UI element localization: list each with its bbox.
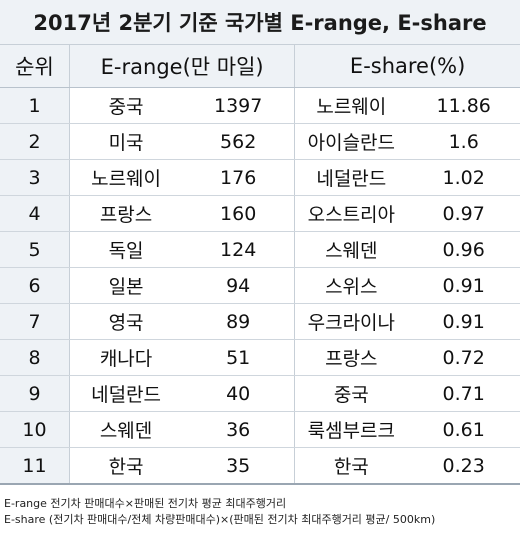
erange-country-cell: 노르웨이 — [69, 159, 183, 196]
header-rank: 순위 — [0, 45, 70, 88]
eshare-value-cell: 0.61 — [407, 411, 520, 448]
erange-value-cell: 176 — [182, 159, 296, 196]
eshare-country-cell: 네덜란드 — [294, 159, 408, 196]
table-row: 1 중국 1397 노르웨이 11.86 — [0, 87, 520, 124]
eshare-country-cell: 아이슬란드 — [294, 123, 408, 160]
erange-country-cell: 미국 — [69, 123, 183, 160]
eshare-value-cell: 0.71 — [407, 375, 520, 412]
table-row: 10 스웨덴 36 룩셈부르크 0.61 — [0, 411, 520, 448]
erange-country-cell: 영국 — [69, 303, 183, 340]
rank-cell: 9 — [0, 375, 70, 412]
rank-cell: 7 — [0, 303, 70, 340]
eshare-country-cell: 우크라이나 — [294, 303, 408, 340]
eshare-value-cell: 1.02 — [407, 159, 520, 196]
rank-cell: 5 — [0, 231, 70, 268]
erange-country-cell: 네덜란드 — [69, 375, 183, 412]
erange-country-cell: 일본 — [69, 267, 183, 304]
erange-value-cell: 35 — [182, 447, 296, 485]
header-row: 순위 E-range(만 마일) E-share(%) — [0, 45, 520, 88]
erange-value-cell: 160 — [182, 195, 296, 232]
erange-country-cell: 캐나다 — [69, 339, 183, 376]
erange-country-cell: 중국 — [69, 87, 183, 124]
erange-value-cell: 51 — [182, 339, 296, 376]
erange-country-cell: 프랑스 — [69, 195, 183, 232]
rank-cell: 2 — [0, 123, 70, 160]
eshare-country-cell: 노르웨이 — [294, 87, 408, 124]
eshare-value-cell: 11.86 — [407, 87, 520, 124]
table-row: 5 독일 124 스웨덴 0.96 — [0, 231, 520, 268]
eshare-country-cell: 프랑스 — [294, 339, 408, 376]
table-row: 6 일본 94 스위스 0.91 — [0, 267, 520, 304]
footnote-eshare: E-share (전기차 판매대수/전체 차량판매대수)×(판매된 전기차 최대… — [4, 513, 436, 526]
table-row: 7 영국 89 우크라이나 0.91 — [0, 303, 520, 340]
erange-value-cell: 562 — [182, 123, 296, 160]
erange-country-cell: 독일 — [69, 231, 183, 268]
ranking-table: 순위 E-range(만 마일) E-share(%) 1 중국 1397 노르웨이 1… — [0, 45, 520, 485]
eshare-value-cell: 0.23 — [407, 447, 520, 485]
table-body: 1 중국 1397 노르웨이 11.86 2 미국 562 아이슬란드 1.6 3 노르웨이 176 네덜… — [0, 87, 520, 485]
table-row: 3 노르웨이 176 네덜란드 1.02 — [0, 159, 520, 196]
rank-cell: 4 — [0, 195, 70, 232]
erange-value-cell: 1397 — [182, 87, 296, 124]
eshare-value-cell: 0.91 — [407, 267, 520, 304]
table-row: 11 한국 35 한국 0.23 — [0, 447, 520, 485]
rank-cell: 10 — [0, 411, 70, 448]
eshare-country-cell: 중국 — [294, 375, 408, 412]
erange-value-cell: 36 — [182, 411, 296, 448]
rank-cell: 6 — [0, 267, 70, 304]
table-row: 4 프랑스 160 오스트리아 0.97 — [0, 195, 520, 232]
eshare-country-cell: 한국 — [294, 447, 408, 485]
eshare-country-cell: 스위스 — [294, 267, 408, 304]
header-erange: E-range(만 마일) — [69, 45, 296, 88]
erange-value-cell: 124 — [182, 231, 296, 268]
rank-cell: 8 — [0, 339, 70, 376]
table-row: 2 미국 562 아이슬란드 1.6 — [0, 123, 520, 160]
erange-country-cell: 한국 — [69, 447, 183, 485]
table-row: 9 네덜란드 40 중국 0.71 — [0, 375, 520, 412]
erange-value-cell: 94 — [182, 267, 296, 304]
eshare-value-cell: 0.72 — [407, 339, 520, 376]
eshare-country-cell: 룩셈부르크 — [294, 411, 408, 448]
eshare-country-cell: 스웨덴 — [294, 231, 408, 268]
eshare-value-cell: 0.96 — [407, 231, 520, 268]
rank-cell: 3 — [0, 159, 70, 196]
footnote-erange: E-range 전기차 판매대수×판매된 전기차 평균 최대주행거리 — [4, 497, 287, 510]
footnotes: E-range 전기차 판매대수×판매된 전기차 평균 최대주행거리 E-sha… — [4, 496, 435, 528]
erange-country-cell: 스웨덴 — [69, 411, 183, 448]
header-eshare: E-share(%) — [294, 45, 520, 88]
table-title: 2017년 2분기 기준 국가별 E-range, E-share — [0, 0, 520, 45]
eshare-value-cell: 0.97 — [407, 195, 520, 232]
table-row: 8 캐나다 51 프랑스 0.72 — [0, 339, 520, 376]
rank-cell: 1 — [0, 87, 70, 124]
rank-cell: 11 — [0, 447, 70, 485]
eshare-country-cell: 오스트리아 — [294, 195, 408, 232]
eshare-value-cell: 1.6 — [407, 123, 520, 160]
erange-value-cell: 89 — [182, 303, 296, 340]
erange-value-cell: 40 — [182, 375, 296, 412]
eshare-value-cell: 0.91 — [407, 303, 520, 340]
